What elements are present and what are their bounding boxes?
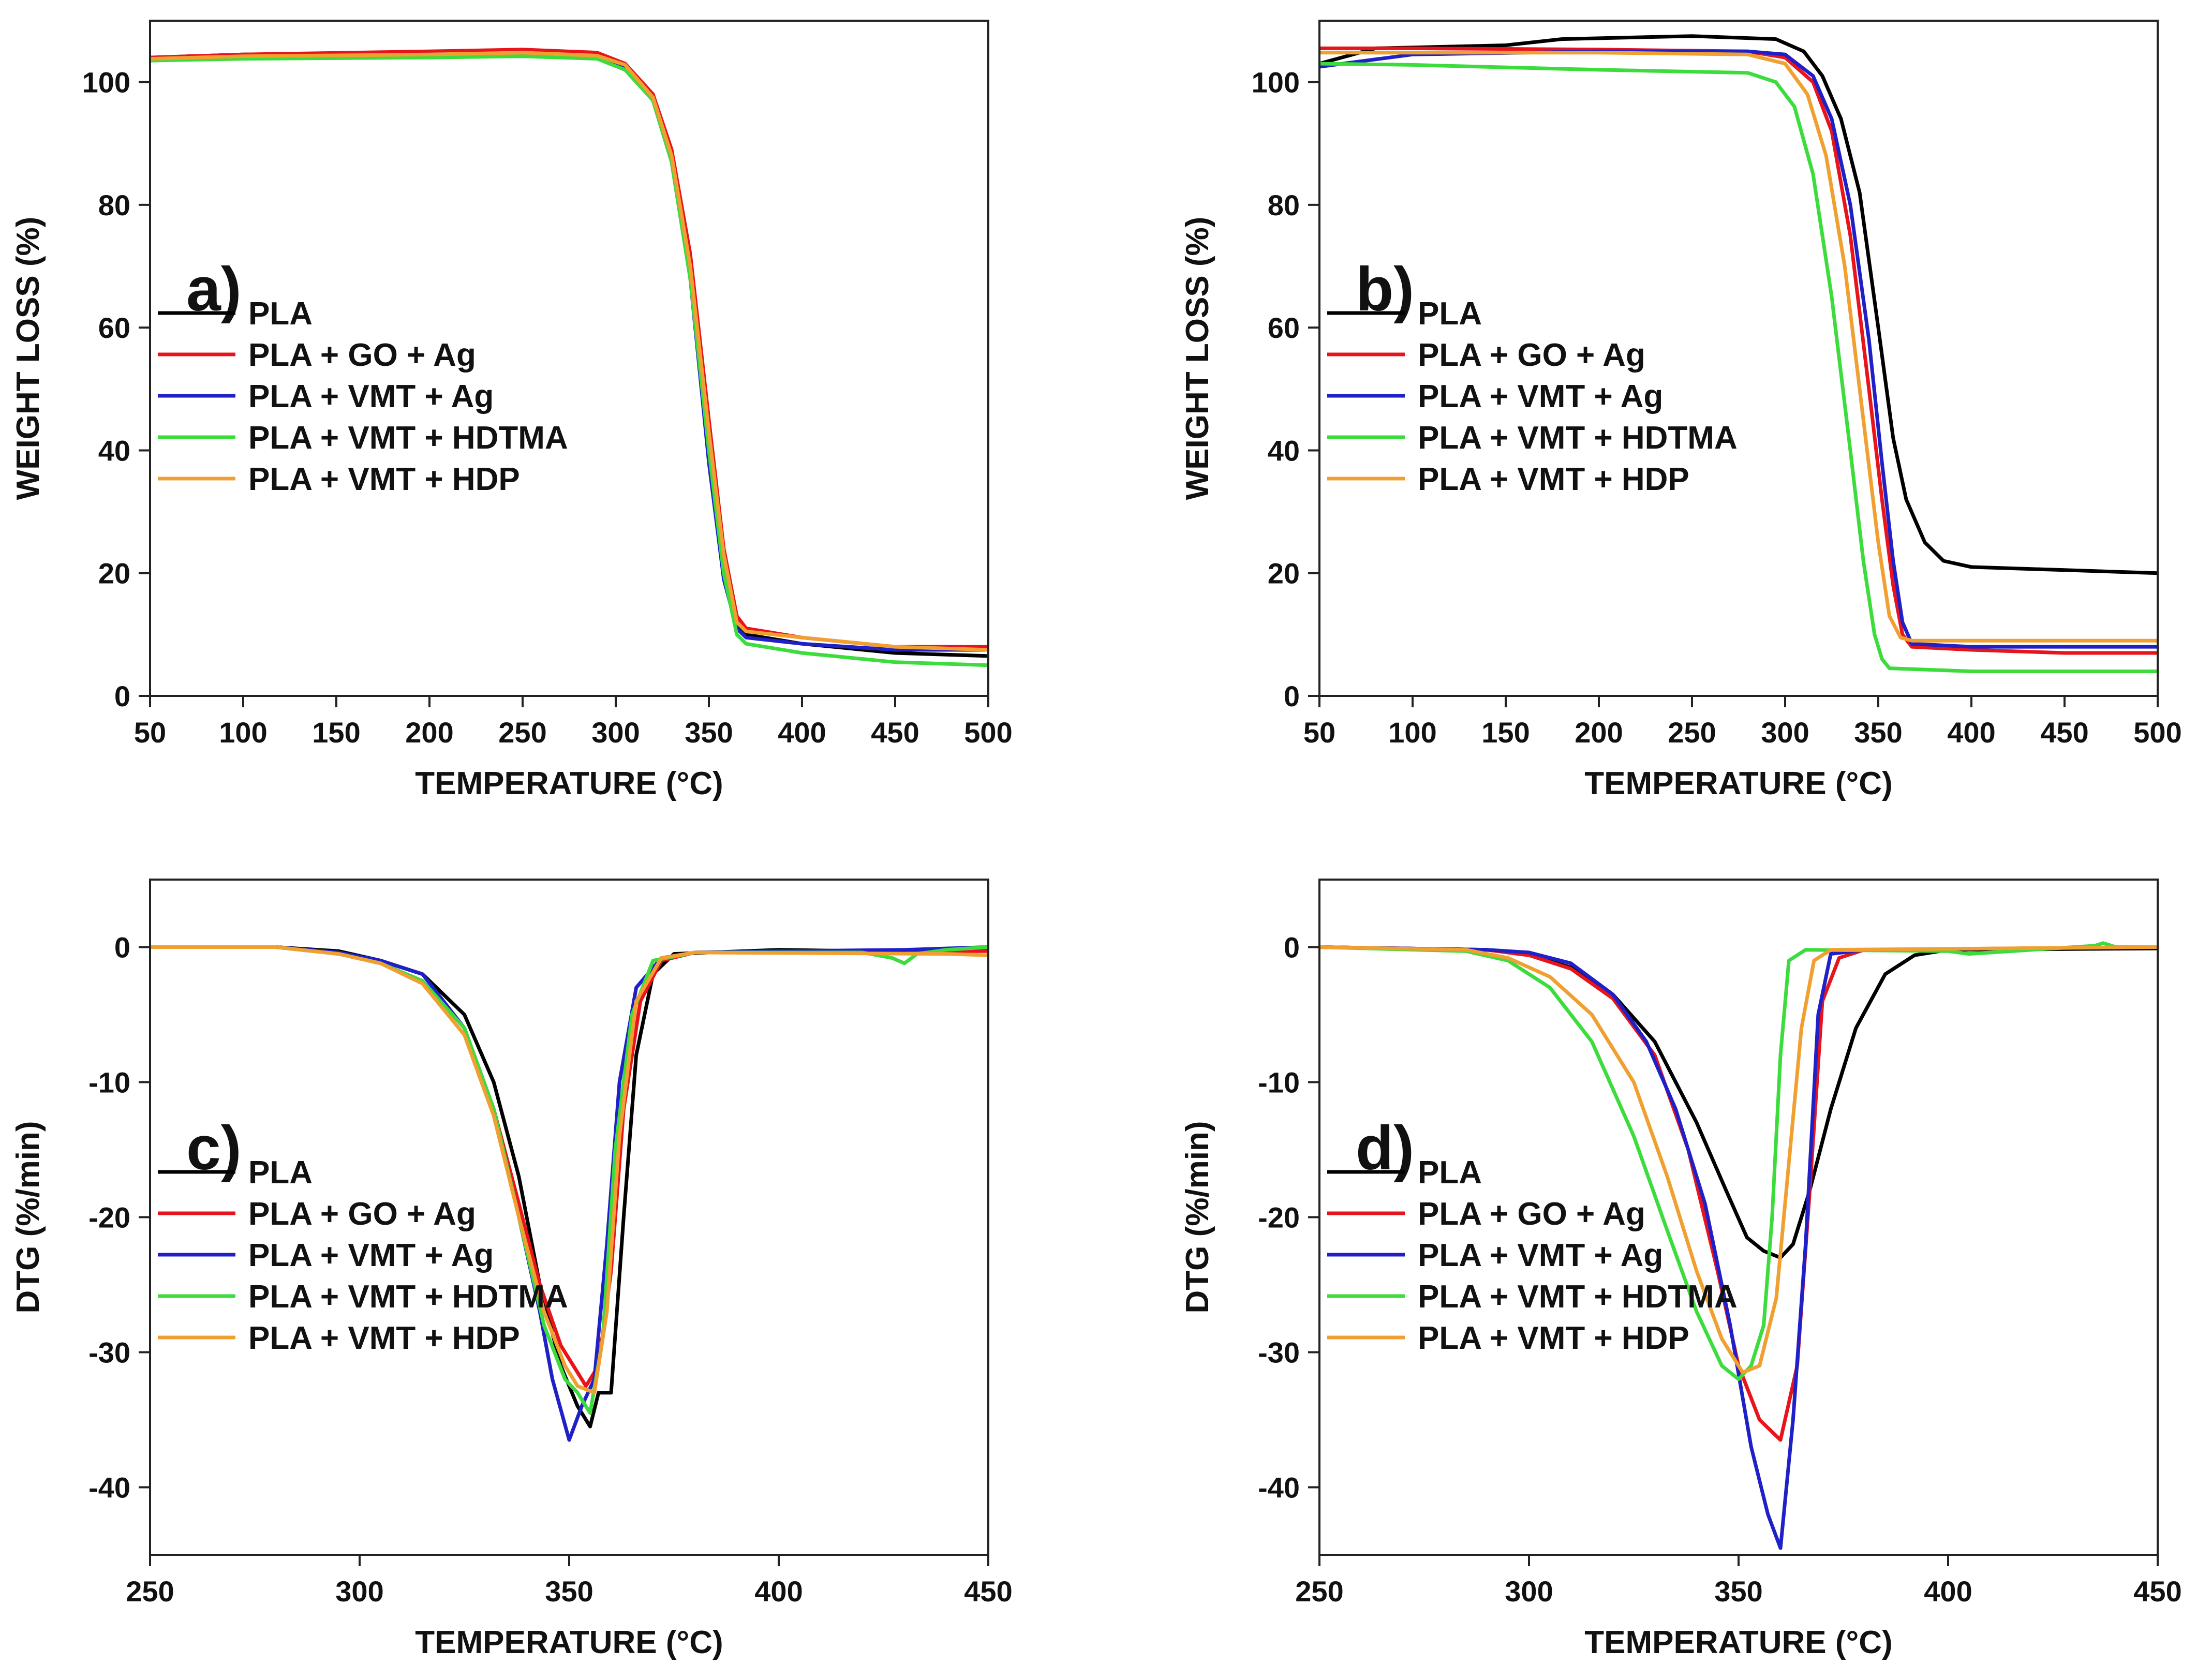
x-tick-label: 400 (1947, 716, 1995, 749)
x-axis-title: TEMPERATURE (°C) (1584, 1625, 1892, 1660)
x-axis-title: TEMPERATURE (°C) (1584, 766, 1892, 801)
x-tick-label: 350 (1854, 716, 1902, 749)
y-axis-title: WEIGHT LOSS (%) (1180, 217, 1215, 500)
series-line-4 (1319, 945, 2158, 1375)
x-tick-label: 450 (2133, 1575, 2181, 1608)
x-tick-label: 250 (1668, 716, 1716, 749)
x-tick-label: 500 (964, 716, 1012, 749)
y-tick-label: -30 (1258, 1336, 1300, 1369)
y-tick-label: -40 (88, 1471, 130, 1504)
y-tick-label: 60 (1268, 311, 1300, 344)
x-tick-label: 500 (2133, 716, 2181, 749)
y-tick-label: -20 (1258, 1201, 1300, 1234)
series-line-2 (150, 945, 988, 1442)
x-tick-label: 50 (134, 716, 166, 749)
y-tick-label: 80 (98, 189, 130, 221)
y-tick-label: 0 (1284, 931, 1300, 964)
y-axis-title: DTG (%/min) (1180, 1121, 1215, 1314)
y-tick-label: -10 (88, 1066, 130, 1099)
x-tick-label: 300 (335, 1575, 383, 1608)
legend-label: PLA + GO + Ag (248, 1196, 476, 1232)
x-tick-label: 450 (871, 716, 919, 749)
chart-panel-a: 50 100 150 200 250 300 350 400 450 500 0 20 40 60 80 10… (10, 20, 1013, 801)
y-tick-label: -10 (1258, 1066, 1300, 1099)
x-tick-label: 250 (1295, 1575, 1343, 1608)
legend-label: PLA + VMT + Ag (248, 1238, 494, 1273)
x-tick-label: 350 (1714, 1575, 1762, 1608)
y-tick-label: -30 (88, 1336, 130, 1369)
x-tick-label: 450 (964, 1575, 1012, 1608)
legend-label: PLA + VMT + Ag (1418, 379, 1663, 414)
legend-label: PLA + VMT + HDTMA (1418, 1279, 1738, 1315)
y-tick-label: 40 (1268, 434, 1300, 467)
x-tick-label: 300 (1505, 1575, 1553, 1608)
x-tick-label: 150 (312, 716, 360, 749)
legend-label: PLA (1418, 296, 1482, 332)
x-tick-label: 350 (545, 1575, 593, 1608)
series-line-2 (1319, 945, 2158, 1550)
x-axis-title: TEMPERATURE (°C) (415, 766, 723, 801)
series-line-4 (150, 945, 988, 1395)
x-tick-label: 50 (1303, 716, 1335, 749)
legend-label: PLA + VMT + Ag (248, 379, 494, 414)
x-tick-label: 200 (1575, 716, 1623, 749)
legend-label: PLA + VMT + HDP (248, 462, 520, 497)
y-tick-label: 100 (1252, 66, 1300, 99)
y-tick-label: 60 (98, 311, 130, 344)
plot-frame (149, 20, 989, 697)
y-tick-label: 80 (1268, 189, 1300, 221)
legend-label: PLA (248, 296, 313, 332)
legend-label: PLA + GO + Ag (248, 337, 476, 373)
x-tick-label: 250 (498, 716, 546, 749)
x-tick-label: 350 (685, 716, 733, 749)
series-line-0 (1319, 34, 2158, 575)
y-axis-title: DTG (%/min) (10, 1121, 46, 1314)
y-tick-label: 40 (98, 434, 130, 467)
y-tick-label: 0 (114, 931, 130, 964)
x-tick-label: 300 (591, 716, 640, 749)
chart-panel-d: 250 300 350 400 450 0 -10 -20 -30 -40 TEMPERATURE … (1180, 879, 2182, 1660)
x-tick-label: 100 (219, 716, 267, 749)
y-tick-label: -20 (88, 1201, 130, 1234)
x-tick-label: 400 (778, 716, 826, 749)
legend-label: PLA + VMT + Ag (1418, 1238, 1663, 1273)
y-tick-label: 100 (82, 66, 130, 99)
y-tick-label: -40 (1258, 1471, 1300, 1504)
plot-frame (1318, 20, 2159, 697)
y-tick-label: 20 (98, 557, 130, 590)
legend-label: PLA + VMT + HDP (248, 1320, 520, 1356)
y-tick-label: 0 (1284, 680, 1300, 712)
legend-label: PLA + VMT + HDTMA (1418, 420, 1738, 456)
x-tick-label: 300 (1761, 716, 1809, 749)
legend-label: PLA + VMT + HDP (1418, 462, 1689, 497)
series-line-4 (150, 51, 988, 652)
x-tick-label: 250 (126, 1575, 174, 1608)
x-tick-label: 400 (754, 1575, 803, 1608)
y-tick-label: 20 (1268, 557, 1300, 590)
legend-label: PLA + GO + Ag (1418, 1196, 1645, 1232)
legend-label: PLA (248, 1155, 313, 1191)
x-tick-label: 200 (405, 716, 453, 749)
legend-label: PLA (1418, 1155, 1482, 1191)
series-line-2 (1319, 49, 2158, 649)
series-line-4 (1319, 51, 2158, 643)
x-tick-label: 150 (1481, 716, 1530, 749)
legend-label: PLA + GO + Ag (1418, 337, 1645, 373)
x-tick-label: 400 (1924, 1575, 1972, 1608)
legend-label: PLA + VMT + HDTMA (248, 420, 568, 456)
chart-panel-c: 250 300 350 400 450 0 -10 -20 -30 -40 TEMPERATURE … (10, 879, 1013, 1660)
series-line-3 (1319, 62, 2158, 673)
x-tick-label: 100 (1388, 716, 1436, 749)
x-axis-title: TEMPERATURE (°C) (415, 1625, 723, 1660)
x-tick-label: 450 (2040, 716, 2088, 749)
y-tick-label: 0 (114, 680, 130, 712)
legend-label: PLA + VMT + HDP (1418, 1320, 1689, 1356)
legend-label: PLA + VMT + HDTMA (248, 1279, 568, 1315)
y-axis-title: WEIGHT LOSS (%) (10, 217, 46, 500)
chart-panel-b: 50 100 150 200 250 300 350 400 450 500 0 20 40 60 80 10… (1180, 20, 2182, 801)
